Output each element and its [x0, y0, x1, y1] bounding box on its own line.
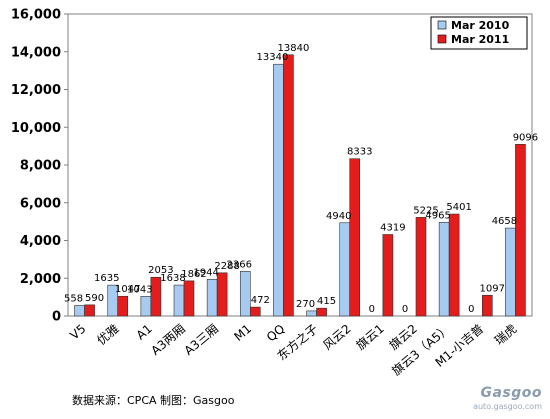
bar-mar-2011 — [448, 213, 460, 317]
legend: Mar 2010 Mar 2011 — [430, 16, 528, 50]
data-label: 1043 — [127, 284, 152, 295]
y-tick-label: 4,000 — [20, 234, 61, 249]
legend-label-mar-2010: Mar 2010 — [451, 19, 510, 32]
bar-mar-2010 — [74, 305, 85, 317]
x-tick-label: A3两厢 — [148, 322, 188, 358]
bar-mar-2010 — [239, 271, 251, 317]
bar-mar-2010 — [206, 279, 218, 317]
y-tick-label: 8,000 — [20, 159, 61, 174]
x-tick-label: 优雅 — [94, 321, 122, 348]
data-label: 1635 — [94, 273, 119, 284]
y-axis: 0 2,000 4,000 6,000 8,000 10,000 12,000 14,000 1… — [11, 8, 68, 325]
data-labels: 558 1635 1043 1638 1944 2366 13340 270 4940 0 0 496… — [64, 43, 538, 315]
data-label: 4965 — [425, 210, 450, 221]
data-label: 558 — [64, 293, 83, 304]
bars — [74, 54, 526, 317]
bar-mar-2010 — [140, 296, 152, 317]
x-tick-label: M1 — [231, 322, 254, 344]
data-label: 2053 — [148, 265, 173, 276]
y-tick-label: 14,000 — [11, 45, 61, 60]
bar-mar-2010 — [505, 227, 516, 317]
y-tick-label: 12,000 — [11, 83, 61, 98]
data-label: 4940 — [326, 211, 351, 222]
bar-mar-2011 — [481, 294, 493, 317]
data-label: 13840 — [278, 43, 310, 54]
data-label: 0 — [402, 304, 408, 315]
data-label: 9096 — [513, 132, 538, 143]
watermark: Gasgoo auto.gasgoo.com — [460, 385, 542, 415]
bar-mar-2011 — [349, 158, 361, 317]
data-label: 415 — [317, 296, 336, 307]
y-tick-label: 2,000 — [20, 272, 61, 287]
bar-mar-2011 — [249, 306, 261, 317]
data-label: 8333 — [347, 147, 372, 158]
x-tick-label: A3三厢 — [182, 322, 222, 358]
x-tick-label: 风云2 — [320, 322, 353, 353]
bar-mar-2010 — [173, 284, 185, 317]
bar-mar-2011 — [183, 280, 195, 317]
bar-mar-2011 — [382, 234, 394, 317]
data-label: 1862 — [181, 269, 206, 280]
data-label: 5401 — [446, 202, 471, 213]
bar-mar-2011 — [515, 144, 526, 317]
x-tick-label: 旗云1 — [353, 321, 387, 353]
x-tick-label: A1 — [134, 322, 155, 343]
bar-mar-2010 — [306, 310, 317, 317]
watermark-url: auto.gasgoo.com — [473, 402, 542, 411]
y-tick-label: 0 — [52, 310, 61, 325]
data-label: 472 — [251, 295, 270, 306]
bar-mar-2011 — [84, 304, 95, 317]
x-tick-label: V5 — [67, 322, 88, 343]
legend-box — [430, 16, 528, 50]
bar-mar-2010 — [438, 221, 450, 317]
watermark-logo: Gasgoo — [480, 385, 542, 401]
data-label: 270 — [296, 299, 315, 310]
y-tick-label: 10,000 — [11, 121, 61, 136]
bar-mar-2010 — [273, 63, 284, 317]
data-label: 2288 — [214, 261, 239, 272]
bar-mar-2011 — [283, 54, 294, 317]
y-tick-label: 6,000 — [20, 196, 61, 211]
legend-swatch-mar-2011 — [437, 34, 447, 44]
data-label: 4319 — [380, 222, 405, 233]
bar-mar-2011 — [316, 307, 327, 317]
bar-mar-2010 — [339, 222, 351, 317]
data-label: 13340 — [257, 52, 289, 63]
data-label: 1944 — [193, 267, 218, 278]
data-label: 4658 — [492, 216, 517, 227]
plot-area — [67, 13, 533, 317]
y-tick-label: 16,000 — [11, 8, 61, 23]
data-label: 2366 — [227, 259, 252, 270]
bar-mar-2011 — [117, 295, 129, 317]
data-label: 5225 — [413, 205, 438, 216]
legend-swatch-mar-2010 — [437, 20, 447, 30]
bar-mar-2011 — [216, 272, 228, 317]
legend-label-mar-2011: Mar 2011 — [451, 33, 509, 46]
x-tick-label: QQ — [264, 322, 287, 345]
data-label: 590 — [85, 293, 104, 304]
data-label: 1638 — [160, 273, 185, 284]
data-label: 0 — [369, 304, 375, 315]
data-label: 0 — [468, 304, 474, 315]
source-note: 数据来源：CPCA 制图：Gasgoo — [72, 394, 235, 407]
x-tick-label: 瑞虎 — [492, 322, 519, 348]
data-label: 1097 — [480, 283, 505, 294]
bar-mar-2011 — [415, 217, 427, 317]
bar-mar-2011 — [150, 276, 162, 317]
data-label: 1047 — [115, 284, 140, 295]
